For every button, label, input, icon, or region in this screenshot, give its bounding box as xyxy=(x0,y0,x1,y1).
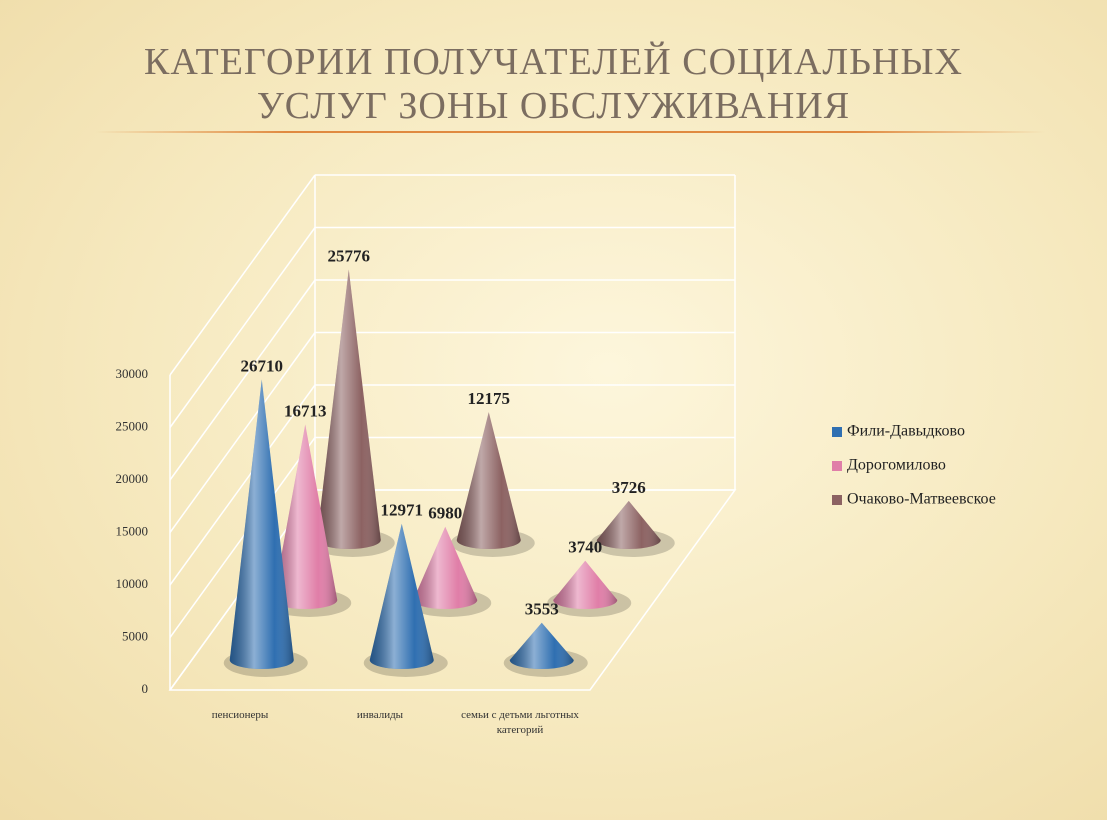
cone xyxy=(503,622,588,677)
data-label: 26710 xyxy=(241,356,284,375)
cone xyxy=(407,526,492,617)
data-label: 25776 xyxy=(328,246,371,265)
cone-shine xyxy=(596,500,661,549)
legend-label: Дорогомилово xyxy=(847,457,946,474)
data-label: 3726 xyxy=(612,478,646,497)
legend-swatch xyxy=(832,461,842,471)
cone xyxy=(590,500,675,557)
cone-shine xyxy=(456,412,521,549)
y-tick-label: 10000 xyxy=(116,576,149,591)
chart-title: КАТЕГОРИИ ПОЛУЧАТЕЛЕЙ СОЦИАЛЬНЫХ УСЛУГ З… xyxy=(144,41,963,127)
cone-shine xyxy=(509,622,574,669)
cone-shine xyxy=(369,523,434,669)
data-label: 12971 xyxy=(381,501,424,520)
cone xyxy=(363,523,448,677)
cone-shine xyxy=(229,379,294,669)
data-label: 6980 xyxy=(428,504,462,523)
cone-shine xyxy=(316,269,381,549)
grid-line xyxy=(169,384,316,586)
cone-shine xyxy=(553,560,618,609)
y-tick-label: 0 xyxy=(142,681,149,696)
legend-label: Фили-Давыдково xyxy=(847,423,965,440)
cone xyxy=(547,560,632,617)
y-tick-label: 25000 xyxy=(116,418,149,433)
y-tick-label: 15000 xyxy=(116,523,149,538)
legend-label: Очаково-Матвеевское xyxy=(847,491,996,508)
data-label: 12175 xyxy=(468,389,511,408)
cone-shine xyxy=(413,526,478,609)
data-label: 16713 xyxy=(284,401,327,420)
legend-swatch xyxy=(832,495,842,505)
title-rule xyxy=(95,131,1045,133)
grid-line xyxy=(169,174,316,376)
cone xyxy=(267,424,352,617)
x-tick-label: семьи с детьми льготных категорий xyxy=(461,709,579,736)
y-tick-label: 20000 xyxy=(116,471,149,486)
cone xyxy=(450,412,535,557)
data-label: 3553 xyxy=(525,600,559,619)
y-tick-label: 30000 xyxy=(116,366,149,381)
grid-line xyxy=(169,437,316,638)
x-tick-label: пенсионеры xyxy=(211,709,269,721)
data-label: 3740 xyxy=(568,538,602,557)
y-tick-label: 5000 xyxy=(122,628,148,643)
cone xyxy=(223,379,308,677)
legend-swatch xyxy=(832,427,842,437)
grid-line xyxy=(169,227,316,428)
grid-line xyxy=(169,279,316,481)
cone-shine xyxy=(273,424,338,609)
grid-line xyxy=(169,332,316,533)
x-tick-label: инвалиды xyxy=(356,709,404,721)
cone xyxy=(310,269,395,557)
